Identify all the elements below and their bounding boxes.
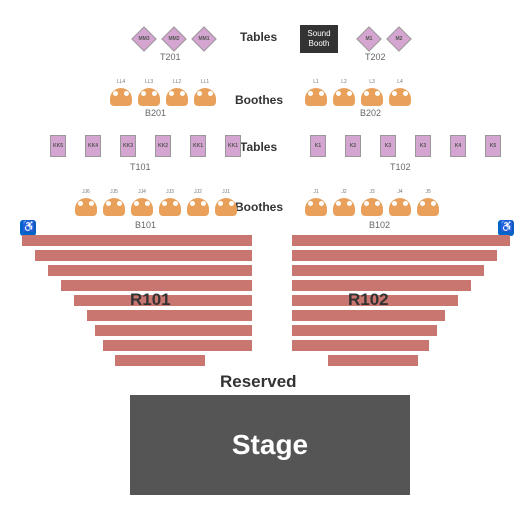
table-seat[interactable]: KK3 (120, 135, 136, 157)
table-seat[interactable]: K3 (415, 135, 431, 157)
booth-seat[interactable]: LL3 (138, 88, 160, 106)
table-seat[interactable]: KK5 (50, 135, 66, 157)
booth-seat[interactable]: J2 (333, 198, 355, 216)
booth-seat[interactable]: J4 (389, 198, 411, 216)
sublabel-b201: B201 (145, 108, 166, 118)
table-seat[interactable]: K4 (450, 135, 466, 157)
booth-seat[interactable]: J1 (305, 198, 327, 216)
sound-booth: SoundBooth (300, 25, 338, 53)
table-seat[interactable]: K2 (345, 135, 361, 157)
reserved-row[interactable] (87, 310, 252, 321)
section-label-tables2: Tables (240, 140, 277, 154)
sublabel-t202: T202 (365, 52, 386, 62)
diamond-seat[interactable]: M2 (386, 26, 411, 51)
booth-seat[interactable]: JJ5 (103, 198, 125, 216)
table-seat[interactable]: KK2 (155, 135, 171, 157)
booth-seat[interactable]: J5 (417, 198, 439, 216)
reserved-row[interactable] (103, 340, 252, 351)
reserved-row[interactable] (115, 355, 205, 366)
reserved-row[interactable] (292, 250, 497, 261)
reserved-row[interactable] (292, 325, 437, 336)
table-seat[interactable]: KK1 (225, 135, 241, 157)
sublabel-t101: T101 (130, 162, 151, 172)
reserved-row[interactable] (95, 325, 252, 336)
booth-seat[interactable]: LL4 (110, 88, 132, 106)
booth-seat[interactable]: LL2 (166, 88, 188, 106)
sublabel-b101: B101 (135, 220, 156, 230)
reserved-label: Reserved (220, 372, 297, 392)
booth-seat[interactable]: JJ2 (187, 198, 209, 216)
table-seat[interactable]: K5 (485, 135, 501, 157)
seating-chart: SoundBooth MM3MM2MM1 M1M2 Tables Tables Booth… (10, 10, 515, 515)
reserved-row[interactable] (22, 235, 252, 246)
booth-seat[interactable]: L1 (305, 88, 327, 106)
diamond-seat[interactable]: M1 (356, 26, 381, 51)
sublabel-t102: T102 (390, 162, 411, 172)
section-label-booths2: Boothes (235, 200, 283, 214)
booth-seat[interactable]: JJ3 (159, 198, 181, 216)
booth-seat[interactable]: J3 (361, 198, 383, 216)
reserved-row[interactable] (292, 340, 429, 351)
table-seat[interactable]: K1 (310, 135, 326, 157)
reserved-row[interactable] (35, 250, 252, 261)
booth-seat[interactable]: L2 (333, 88, 355, 106)
booth-seat[interactable]: L4 (389, 88, 411, 106)
reserved-row[interactable] (328, 355, 418, 366)
booth-seat[interactable]: JJ4 (131, 198, 153, 216)
sublabel-b202: B202 (360, 108, 381, 118)
wheelchair-icon (498, 220, 514, 236)
reserved-row[interactable] (292, 265, 484, 276)
section-label-booths1: Boothes (235, 93, 283, 107)
table-seat[interactable]: K3 (380, 135, 396, 157)
booth-seat[interactable]: JJ6 (75, 198, 97, 216)
reserved-row[interactable] (292, 235, 510, 246)
reserved-row[interactable] (48, 265, 252, 276)
booth-seat[interactable]: L3 (361, 88, 383, 106)
diamond-seat[interactable]: MM1 (191, 26, 216, 51)
table-seat[interactable]: KK4 (85, 135, 101, 157)
booth-seat[interactable]: JJ1 (215, 198, 237, 216)
diamond-seat[interactable]: MM3 (131, 26, 156, 51)
wheelchair-icon (20, 220, 36, 236)
sublabel-b102: B102 (369, 220, 390, 230)
reserved-section-label: R102 (348, 290, 389, 310)
reserved-section-label: R101 (130, 290, 171, 310)
stage: Stage (130, 395, 410, 495)
table-seat[interactable]: KK1 (190, 135, 206, 157)
sublabel-t201: T201 (160, 52, 181, 62)
diamond-seat[interactable]: MM2 (161, 26, 186, 51)
section-label-tables1: Tables (240, 30, 277, 44)
booth-seat[interactable]: LL1 (194, 88, 216, 106)
reserved-row[interactable] (292, 310, 445, 321)
